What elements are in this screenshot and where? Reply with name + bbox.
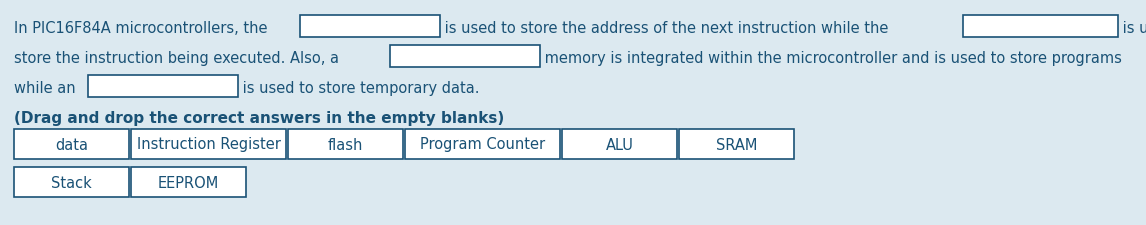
Text: flash: flash [328,137,363,152]
Text: while an: while an [14,80,80,95]
Text: (Drag and drop the correct answers in the empty blanks): (Drag and drop the correct answers in th… [14,110,504,125]
Bar [87,76,237,98]
Bar [963,16,1117,38]
Bar [300,16,440,38]
Bar [131,167,246,197]
Text: SRAM: SRAM [716,137,758,152]
Text: is used to store temporary data.: is used to store temporary data. [237,80,479,95]
Text: data: data [55,137,88,152]
Text: memory is integrated within the microcontroller and is used to store programs: memory is integrated within the microcon… [540,50,1122,65]
Text: Instruction Register: Instruction Register [136,137,281,152]
Bar [14,167,129,197]
Bar [288,129,403,159]
Bar [131,129,286,159]
Text: is used to store the address of the next instruction while the: is used to store the address of the next… [440,21,893,36]
Text: Program Counter: Program Counter [419,137,545,152]
Bar [390,46,540,68]
Bar [14,129,129,159]
Text: store the instruction being executed. Also, a: store the instruction being executed. Al… [14,50,344,65]
Text: ALU: ALU [605,137,634,152]
Text: is used to: is used to [1117,21,1146,36]
Bar [562,129,677,159]
Text: In PIC16F84A microcontrollers, the: In PIC16F84A microcontrollers, the [14,21,272,36]
Bar [405,129,560,159]
Text: EEPROM: EEPROM [158,175,219,190]
Text: Stack: Stack [52,175,92,190]
Bar [678,129,794,159]
